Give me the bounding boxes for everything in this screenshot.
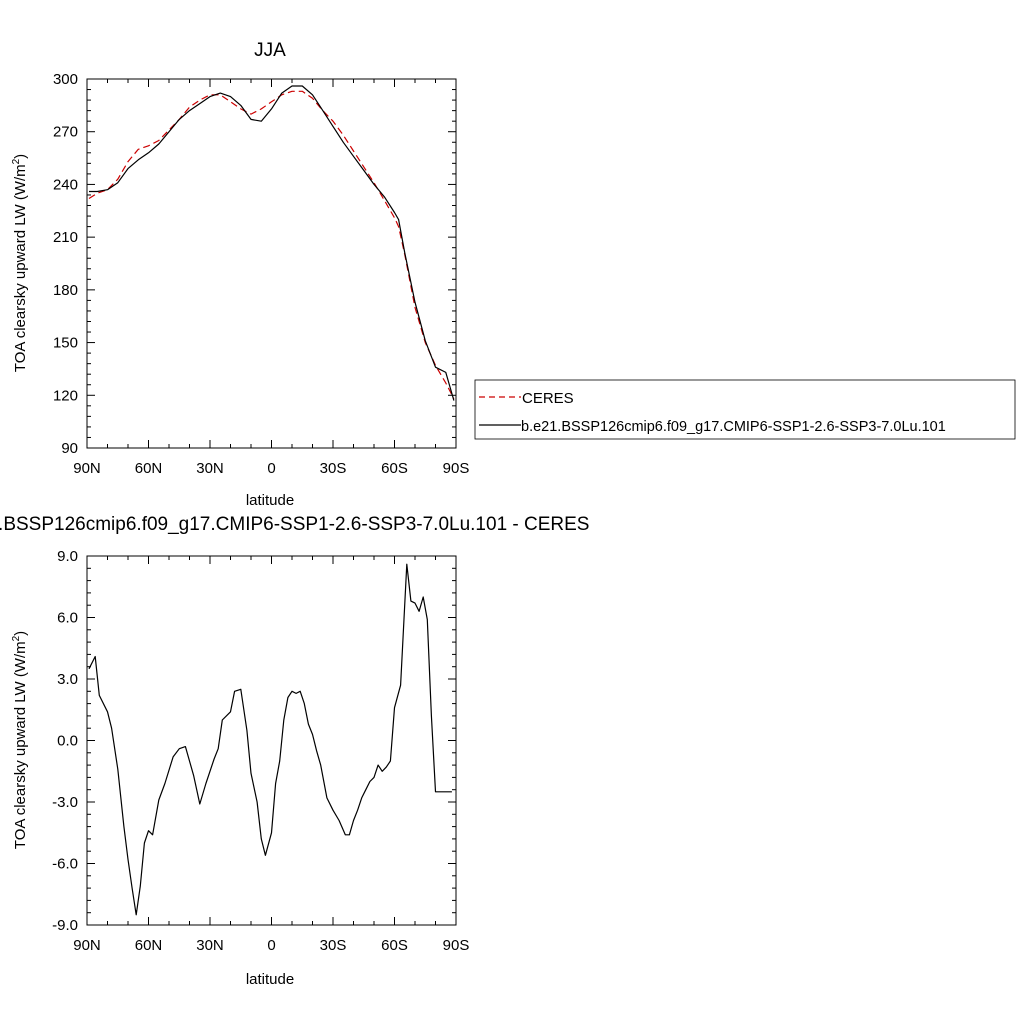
top-ytick-label: 90 <box>61 440 78 457</box>
bottom-ylabel-end: ) <box>12 631 29 636</box>
bottom-ytick-label: 6.0 <box>57 610 78 627</box>
bottom-panel: b.e21.BSSP126cmip6.f09_g17.CMIP6-SSP1-2.… <box>0 514 589 988</box>
top-xtick-label: 90N <box>73 460 101 477</box>
top-xtick-label: 60N <box>135 460 163 477</box>
top-series-line-1 <box>89 85 455 401</box>
top-xtick-label: 30N <box>196 460 224 477</box>
bottom-ylabel-main: TOA clearsky upward LW (W/m <box>12 641 29 849</box>
top-ylabel-main: TOA clearsky upward LW (W/m <box>12 164 29 372</box>
legend-label-ceres: CERES <box>522 390 574 407</box>
top-plot-frame <box>86 78 457 449</box>
bottom-ytick-label: -6.0 <box>52 856 78 873</box>
top-ylabel-end: ) <box>12 154 29 159</box>
top-xtick-label: 0 <box>267 460 275 477</box>
top-lines <box>88 85 455 401</box>
bottom-ticks: 90N 60N 30N 0 30S 60S 90S -9.0 -6.0 -3.0 0.0 3.0 6.0… <box>52 548 469 954</box>
bottom-ytick-label: 3.0 <box>57 671 78 688</box>
bottom-xlabel: latitude <box>246 971 294 988</box>
bottom-ylabel-sup: 2 <box>11 635 22 641</box>
bottom-lines <box>88 563 452 916</box>
top-title: JJA <box>254 40 286 61</box>
bottom-ytick-label: 9.0 <box>57 548 78 565</box>
top-ticks: 90N 60N 30N 0 30S 60S 90S 90 120 150 180 210 240 270 3… <box>53 71 469 477</box>
bottom-xtick-label: 90S <box>443 937 470 954</box>
legend: CERES b.e21.BSSP126cmip6.f09_g17.CMIP6-S… <box>474 379 1016 440</box>
top-ytick-label: 270 <box>53 124 78 141</box>
top-ytick-label: 150 <box>53 335 78 352</box>
bottom-series-line-0 <box>88 563 452 916</box>
top-panel: JJA 90N 60N 30N 0 30S 60S 90S 90 120 150 180 210 240… <box>11 40 1016 509</box>
bottom-xtick-label: 30N <box>196 937 224 954</box>
bottom-xtick-label: 0 <box>267 937 275 954</box>
top-ylabel: TOA clearsky upward LW (W/m2) <box>11 154 29 372</box>
bottom-title: b.e21.BSSP126cmip6.f09_g17.CMIP6-SSP1-2.… <box>0 514 589 535</box>
top-series-line-0 <box>88 90 455 400</box>
bottom-ylabel: TOA clearsky upward LW (W/m2) <box>11 631 29 849</box>
top-ylabel-sup: 2 <box>11 158 22 164</box>
top-xtick-label: 90S <box>443 460 470 477</box>
legend-label-model: b.e21.BSSP126cmip6.f09_g17.CMIP6-SSP1-2.… <box>521 419 946 435</box>
bottom-ytick-label: -3.0 <box>52 794 78 811</box>
top-ytick-label: 300 <box>53 71 78 88</box>
top-ytick-label: 240 <box>53 176 78 193</box>
bottom-xtick-label: 90N <box>73 937 101 954</box>
top-xtick-label: 60S <box>381 460 408 477</box>
top-ytick-label: 210 <box>53 229 78 246</box>
top-ytick-label: 120 <box>53 387 78 404</box>
top-xlabel: latitude <box>246 492 294 509</box>
top-xtick-label: 30S <box>320 460 347 477</box>
legend-box <box>474 379 1016 440</box>
bottom-ytick-label: -9.0 <box>52 917 78 934</box>
top-ytick-label: 180 <box>53 282 78 299</box>
bottom-xtick-label: 60N <box>135 937 163 954</box>
bottom-ytick-label: 0.0 <box>57 733 78 750</box>
bottom-xtick-label: 30S <box>320 937 347 954</box>
bottom-xtick-label: 60S <box>381 937 408 954</box>
